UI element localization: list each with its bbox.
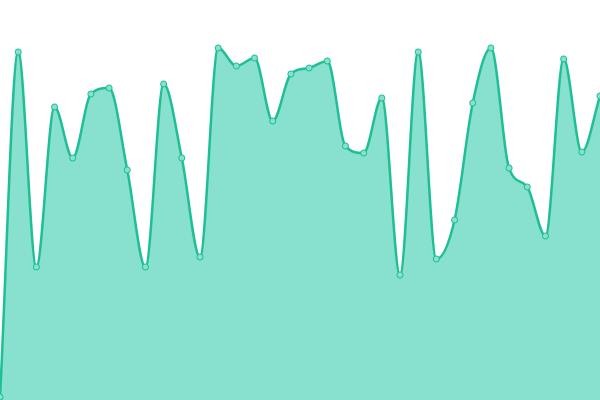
point [523,183,531,191]
point [487,44,495,52]
point [32,263,40,271]
point [360,149,368,157]
point [69,154,77,162]
point [0,393,4,400]
point [323,57,331,65]
point [196,253,204,261]
point [178,154,186,162]
point [432,255,440,263]
point [87,90,95,98]
point [451,216,459,224]
point [105,84,113,92]
point [505,164,513,172]
point [414,48,422,56]
point [341,142,349,150]
point [214,44,222,52]
point [141,263,149,271]
point [14,48,22,56]
point [160,80,168,88]
point [251,54,259,62]
point [596,92,600,100]
point [560,55,568,63]
point [269,117,277,125]
point [305,64,313,72]
point [51,103,59,111]
point [396,271,404,279]
point [378,94,386,102]
point [578,148,586,156]
point [541,232,549,240]
point [469,99,477,107]
point [123,166,131,174]
area [0,48,600,400]
point [287,70,295,78]
point [232,62,240,70]
